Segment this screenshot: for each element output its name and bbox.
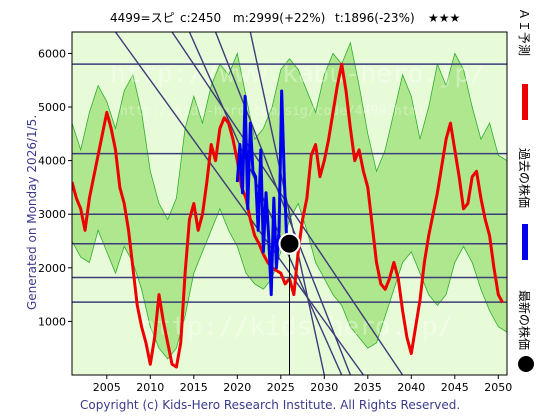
legend-swatch-past [522, 224, 528, 260]
x-tick-label: 2025 [267, 381, 295, 394]
x-tick-label: 2005 [93, 381, 121, 394]
watermark-text: http://kids-hero.com/sig/code/4499.html [120, 104, 425, 119]
legend-label-ai: ＡＩ予測 [517, 8, 531, 56]
watermark-text: http://kids-hero.jp/ [140, 312, 453, 342]
diagonal-line [249, 32, 325, 375]
copyright-text: Copyright (c) Kids-Hero Research Institu… [80, 398, 460, 412]
plot-frame [71, 31, 508, 376]
mid-target: m:2999(+22%) [233, 11, 325, 25]
x-tick-label: 2050 [484, 381, 512, 394]
chart-header: 4499=スピ c:2450 m:2999(+22%) t:1896(-23%)… [110, 11, 460, 25]
y-tick-label: 2000 [38, 262, 66, 275]
green-band-upper-line [72, 41, 507, 221]
ai-forecast-line [72, 62, 504, 369]
legend-label-latest: 最新の株価 [517, 290, 532, 350]
y-tick-label: 3000 [38, 208, 66, 221]
y-tick-label: 5000 [38, 101, 66, 114]
stock-code: 4499=スピ [110, 11, 175, 25]
diagonal-line [214, 32, 352, 375]
latest-marker-layer [278, 232, 301, 375]
latest-price-marker [278, 232, 301, 255]
x-tick-label: 2030 [310, 381, 338, 394]
y-tick-label: 4000 [38, 155, 66, 168]
x-tick-label: 2040 [397, 381, 425, 394]
x-tick-label: 2035 [354, 381, 382, 394]
axes: 1000 2000 3000 4000 5000 6000 2005 2010 2015 2020… [38, 31, 512, 394]
legend-swatch-latest [518, 356, 534, 372]
x-tick-label: 2015 [180, 381, 208, 394]
green-band [72, 42, 507, 359]
y-tick-label: 6000 [38, 47, 66, 60]
rating-stars: ★★★ [428, 11, 460, 25]
low-target: t:1896(-23%) [335, 11, 415, 25]
past-price-line [235, 89, 291, 297]
legend-swatch-ai [522, 84, 528, 120]
legend: ＡＩ予測 過去の株価 最新の株価 [517, 8, 534, 372]
x-tick-label: 2020 [223, 381, 251, 394]
x-tick-label: 2045 [441, 381, 469, 394]
diagonal-trend-lines [114, 32, 404, 375]
x-tick-label: 2010 [136, 381, 164, 394]
y-tick-label: 1000 [38, 315, 66, 328]
generated-date-label: Generated on Monday 2026/1/5. [25, 115, 39, 310]
diagonal-line [114, 32, 365, 375]
legend-label-past: 過去の株価 [517, 148, 532, 208]
current-price: c:2450 [180, 11, 221, 25]
price-series-layer [72, 62, 504, 369]
